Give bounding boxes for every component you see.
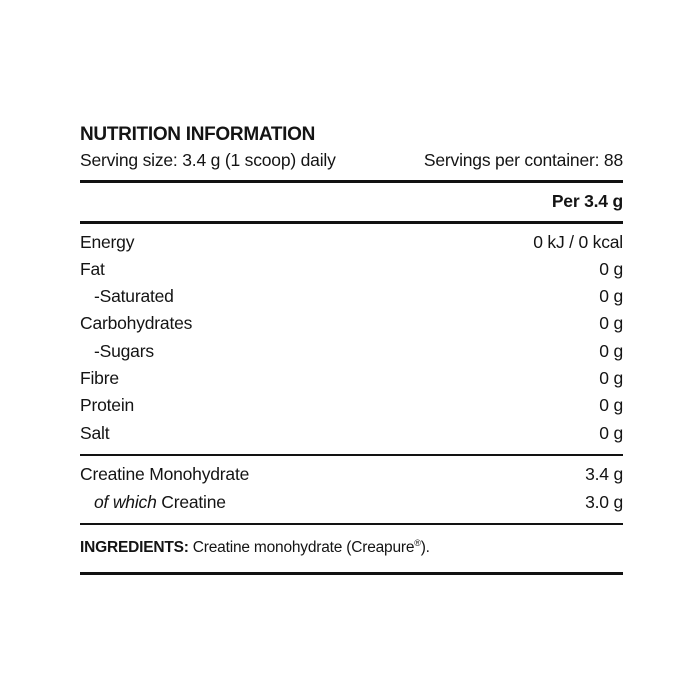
nutrient-row: Protein 0 g [80,392,623,419]
nutrient-name: Protein [80,395,135,416]
ingredients-text: Creatine monohydrate (Creapure [188,539,415,557]
nutrient-value: 0 g [599,422,623,443]
nutrient-row: Energy 0 kJ / 0 kcal [80,229,623,256]
nutrient-value: 0 g [599,313,623,334]
label-title: NUTRITION INFORMATION [80,124,316,145]
nutrient-value: 0 g [599,395,623,416]
ingredients-label: INGREDIENTS: [80,539,189,557]
nutrient-row: -Saturated 0 g [80,283,623,310]
nutrient-row: Salt 0 g [80,420,623,447]
nutrient-row: Creatine Monohydrate 3.4 g [80,461,623,488]
divider-bottom [80,572,623,575]
nutrient-row: Carbohydrates 0 g [80,310,623,337]
nutrition-label: NUTRITION INFORMATION Serving size: 3.4 … [80,124,623,575]
nutrient-row: Fibre 0 g [80,365,623,392]
nutrient-value: 0 kJ / 0 kcal [533,231,623,252]
nutrient-value: 3.4 g [585,464,623,485]
nutrient-name: Creatine Monohydrate [80,464,250,485]
nutrient-row: Fat 0 g [80,256,623,283]
nutrient-name: Fibre [80,367,119,388]
column-header-per-serving: Per 3.4 g [551,191,623,211]
ingredients-text-end: ). [420,539,430,557]
nutrient-name: -Saturated [94,286,174,307]
nutrient-name: Salt [80,422,110,443]
servings-per-container-text: Servings per container: 88 [423,150,623,170]
serving-size-text: Serving size: 3.4 g (1 scoop) daily [80,150,336,170]
nutrient-row: -Sugars 0 g [80,338,623,365]
nutrient-name: Fat [80,258,105,279]
divider-top [80,180,623,183]
nutrient-row: of which Creatine 3.0 g [80,489,623,516]
divider-nutrients [80,453,623,457]
nutrient-value: 3.0 g [585,491,623,512]
actives-table: Creatine Monohydrate 3.4 g of which Creati… [80,456,623,523]
nutrient-name: -Sugars [94,340,154,361]
nutrient-value: 0 g [599,258,623,279]
nutrient-name: Energy [80,231,135,252]
nutrient-name: Carbohydrates [80,313,193,334]
ingredients-line: INGREDIENTS: Creatine monohydrate (Creap… [80,525,623,572]
serving-line: Serving size: 3.4 g (1 scoop) daily Serv… [80,150,623,171]
nutrient-table: Energy 0 kJ / 0 kcal Fat 0 g -Saturated 0 g Ca… [80,224,623,454]
registered-trademark-symbol: ® [414,538,421,549]
divider-header [80,221,623,224]
nutrient-name: of which Creatine [94,491,226,512]
nutrient-value: 0 g [599,367,623,388]
nutrient-value: 0 g [599,340,623,361]
divider-actives [80,522,623,526]
nutrient-value: 0 g [599,286,623,307]
